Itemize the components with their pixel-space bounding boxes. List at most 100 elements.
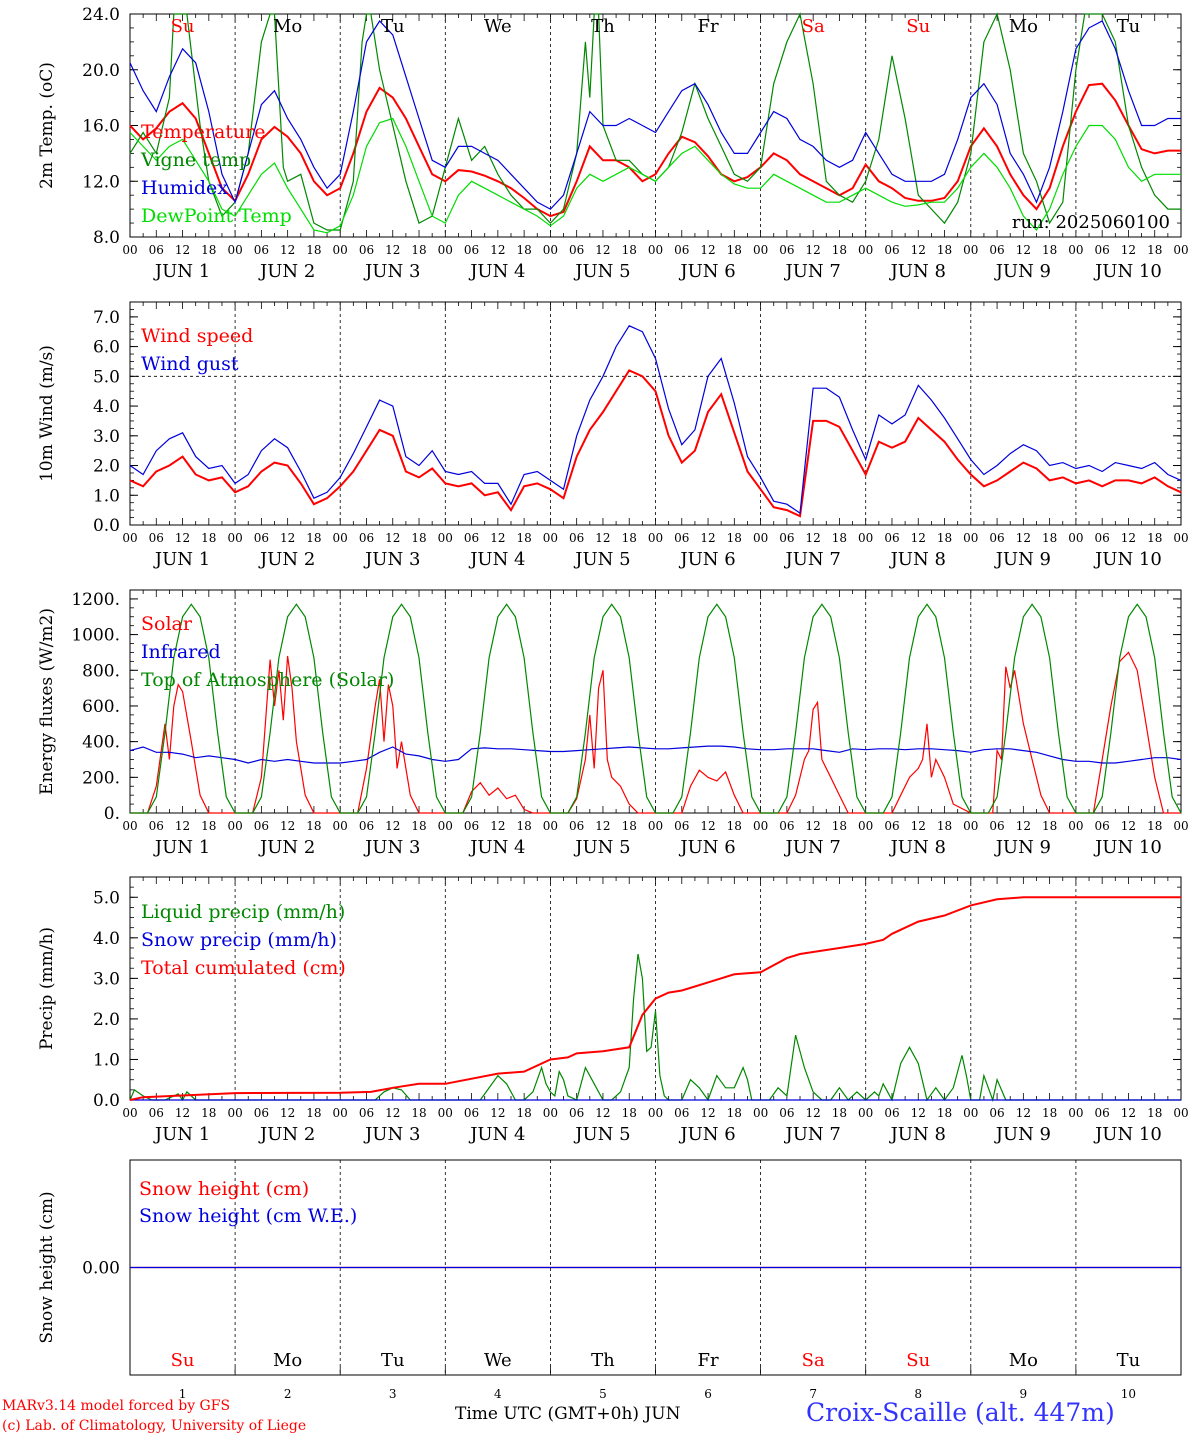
date-label: JUN 9 [994, 837, 1051, 858]
hour-tick-label: 12 [385, 531, 400, 545]
hour-tick-label: 06 [359, 531, 374, 545]
hour-tick-label: 18 [1147, 243, 1162, 257]
hour-tick-label: 00 [1068, 531, 1083, 545]
hour-tick-label: 00 [543, 1106, 558, 1120]
hour-tick-label: 06 [884, 1106, 899, 1120]
hour-tick-label: 18 [1147, 1106, 1162, 1120]
hour-tick-label: 18 [306, 531, 321, 545]
credit-model: MARv3.14 model forced by GFS [2, 1398, 231, 1414]
date-label: JUN 2 [258, 261, 315, 282]
hour-tick-label: 00 [648, 531, 663, 545]
legend-entry: Total cumulated (cm) [141, 957, 346, 979]
series-line-humidex [129, 20, 1181, 210]
hour-tick-label: 06 [464, 1106, 479, 1120]
hour-tick-label: 18 [1042, 1106, 1057, 1120]
hour-tick-label: 18 [832, 531, 847, 545]
hour-tick-label: 12 [1121, 819, 1136, 833]
legend-entry: Top of Atmosphere (Solar) [141, 669, 394, 691]
hour-tick-label: 12 [385, 1106, 400, 1120]
hour-tick-label: 06 [569, 819, 584, 833]
y-axis-title: 2m Temp. (oC) [37, 62, 57, 189]
weekday-label: Tu [381, 16, 405, 37]
date-label: JUN 2 [258, 549, 315, 570]
station-label: Croix-Scaille (alt. 447m) [806, 1398, 1115, 1427]
date-label: JUN 2 [258, 837, 315, 858]
date-label: JUN 4 [468, 1124, 525, 1145]
hour-tick-label: 00 [1173, 243, 1188, 257]
hour-tick-label: 06 [779, 1106, 794, 1120]
date-label: JUN 5 [573, 1124, 630, 1145]
y-tick-label: 0.0 [93, 516, 120, 536]
hour-tick-label: 12 [490, 243, 505, 257]
hour-tick-label: 00 [543, 819, 558, 833]
weekday-label: Mo [1009, 1350, 1038, 1371]
hour-tick-label: 18 [201, 243, 216, 257]
date-label: JUN 4 [468, 261, 525, 282]
hour-tick-label: 00 [333, 819, 348, 833]
legend-entry: Snow height (cm) [139, 1178, 309, 1200]
legend-entry: Infrared [141, 641, 221, 663]
hour-tick-label: 00 [1068, 819, 1083, 833]
hour-tick-label: 12 [490, 531, 505, 545]
hour-tick-label: 00 [227, 243, 242, 257]
y-tick-label: 400. [82, 733, 120, 753]
hour-tick-label: 06 [464, 531, 479, 545]
legend-entry: Humidex [141, 177, 228, 199]
hour-tick-label: 00 [1173, 819, 1188, 833]
hour-tick-label: 18 [516, 819, 531, 833]
series-line-wind-gust [129, 325, 1182, 515]
y-axis-title: 10m Wind (m/s) [37, 345, 57, 482]
y-axis-title: Energy fluxes (W/m2) [37, 608, 57, 795]
date-label: JUN 2 [258, 1124, 315, 1145]
day-number-label: 7 [809, 1387, 817, 1401]
hour-tick-label: 06 [254, 531, 269, 545]
hour-tick-label: 00 [858, 1106, 873, 1120]
series-line-solar [130, 651, 1181, 814]
hour-tick-label: 00 [1173, 531, 1188, 545]
date-label: JUN 8 [889, 549, 946, 570]
xaxis-title: Time UTC (GMT+0h) JUN [455, 1404, 681, 1424]
weekday-label: We [484, 1350, 512, 1371]
hour-tick-label: 18 [411, 819, 426, 833]
date-label: JUN 6 [678, 837, 735, 858]
y-tick-label: 0.00 [82, 1259, 120, 1279]
date-label: JUN 10 [1093, 1124, 1162, 1145]
hour-tick-label: 00 [438, 819, 453, 833]
hour-tick-label: 18 [306, 243, 321, 257]
hour-tick-label: 06 [149, 819, 164, 833]
hour-tick-label: 00 [963, 1106, 978, 1120]
date-label: JUN 1 [153, 1124, 210, 1145]
day-number-label: 3 [389, 1387, 397, 1401]
hour-tick-label: 12 [385, 243, 400, 257]
weekday-label: Su [906, 1350, 930, 1371]
weekday-label: Th [591, 16, 615, 37]
hour-tick-label: 00 [438, 243, 453, 257]
y-tick-label: 5.0 [93, 367, 120, 387]
weekday-label: Mo [273, 16, 302, 37]
hour-tick-label: 12 [595, 531, 610, 545]
hour-tick-label: 18 [516, 531, 531, 545]
hour-tick-label: 18 [937, 531, 952, 545]
hour-tick-label: 12 [280, 243, 295, 257]
hour-tick-label: 18 [832, 819, 847, 833]
hour-tick-label: 06 [989, 531, 1004, 545]
hour-tick-label: 00 [438, 1106, 453, 1120]
weekday-label: Fr [698, 1350, 719, 1371]
date-label: JUN 9 [994, 261, 1051, 282]
weekday-label: Su [171, 16, 195, 37]
hour-tick-label: 06 [464, 819, 479, 833]
hour-tick-label: 06 [674, 1106, 689, 1120]
weekday-label: Sa [802, 16, 825, 37]
hour-tick-label: 18 [622, 531, 637, 545]
series-line-temperature [129, 82, 1181, 218]
y-tick-label: 20.0 [82, 61, 120, 81]
date-label: JUN 1 [153, 837, 210, 858]
hour-tick-label: 06 [149, 243, 164, 257]
hour-tick-label: 18 [727, 243, 742, 257]
hour-tick-label: 12 [911, 819, 926, 833]
legend-entry: DewPoint Temp [141, 205, 292, 227]
hour-tick-label: 00 [333, 243, 348, 257]
hour-tick-label: 06 [569, 531, 584, 545]
hour-tick-label: 18 [516, 243, 531, 257]
credit-lab: (c) Lab. of Climatology, University of L… [2, 1418, 307, 1434]
